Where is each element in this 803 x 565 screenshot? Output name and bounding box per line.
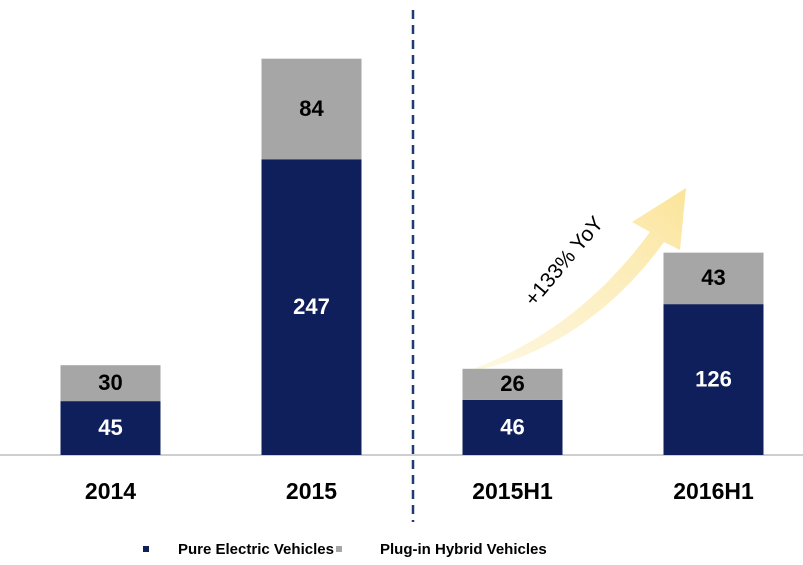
x-tick-label: 2015H1 — [472, 478, 553, 504]
x-tick-label: 2015 — [286, 478, 337, 504]
value-label: 26 — [500, 371, 524, 396]
x-tick-label: 2016H1 — [673, 478, 754, 504]
bar-segment — [462, 368, 563, 400]
bar-segment — [261, 159, 362, 455]
bar-segment — [462, 399, 563, 455]
value-label: 43 — [701, 265, 725, 290]
bar-segment — [663, 252, 764, 305]
legend-label: Plug-in Hybrid Vehicles — [380, 541, 547, 558]
bar-segment — [60, 365, 161, 402]
bar-segment — [663, 304, 764, 455]
value-label: 30 — [98, 370, 122, 395]
legend-swatch — [336, 546, 342, 552]
value-label: 46 — [500, 414, 524, 439]
value-label: 247 — [293, 294, 330, 319]
legend-swatch — [143, 546, 149, 552]
value-label: 84 — [299, 96, 324, 121]
bar-segment — [60, 401, 161, 455]
growth-arrow — [465, 188, 686, 372]
x-tick-label: 2014 — [85, 478, 136, 504]
bar-segment — [261, 58, 362, 160]
legend-label: Pure Electric Vehicles — [178, 541, 334, 558]
value-label: 45 — [98, 415, 122, 440]
value-label: 126 — [695, 366, 732, 391]
